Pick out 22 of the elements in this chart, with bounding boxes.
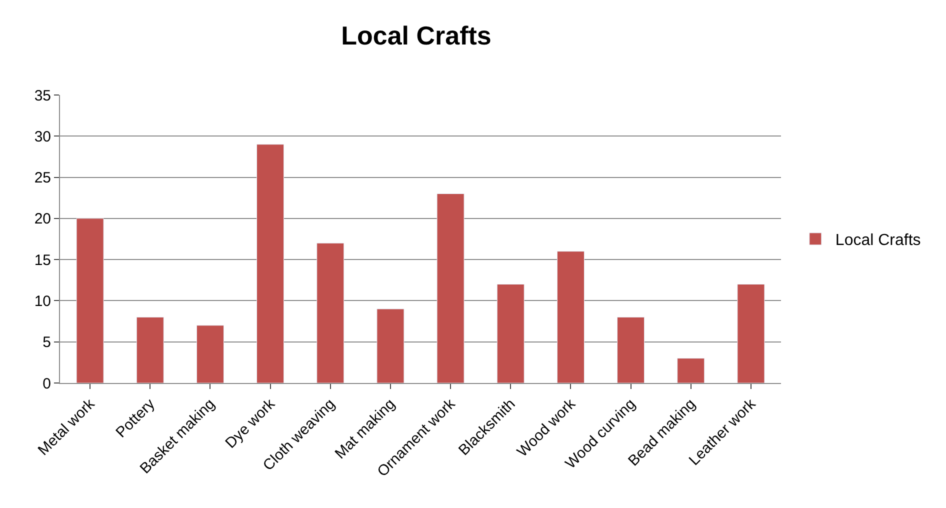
- bar: [436, 193, 464, 383]
- bar: [256, 144, 284, 383]
- chart-title: Local Crafts: [341, 20, 492, 51]
- bar: [677, 358, 705, 383]
- y-tick-label: 5: [42, 334, 51, 352]
- bar: [556, 251, 584, 383]
- bar: [196, 325, 224, 383]
- y-tick-label: 10: [34, 292, 51, 310]
- legend-label: Local Crafts: [835, 232, 921, 250]
- bar: [76, 218, 104, 383]
- bar: [737, 284, 765, 383]
- bar: [376, 308, 404, 383]
- y-tick-label: 35: [34, 87, 51, 104]
- bar: [316, 242, 344, 383]
- y-tick-label: 25: [34, 170, 51, 187]
- y-tick-label: 0: [42, 375, 51, 392]
- bar: [617, 316, 645, 383]
- y-tick-label: 20: [34, 210, 51, 228]
- bar: [136, 316, 164, 383]
- y-tick-label: 30: [34, 128, 51, 146]
- y-tick-label: 15: [34, 252, 51, 269]
- bar: [496, 284, 524, 383]
